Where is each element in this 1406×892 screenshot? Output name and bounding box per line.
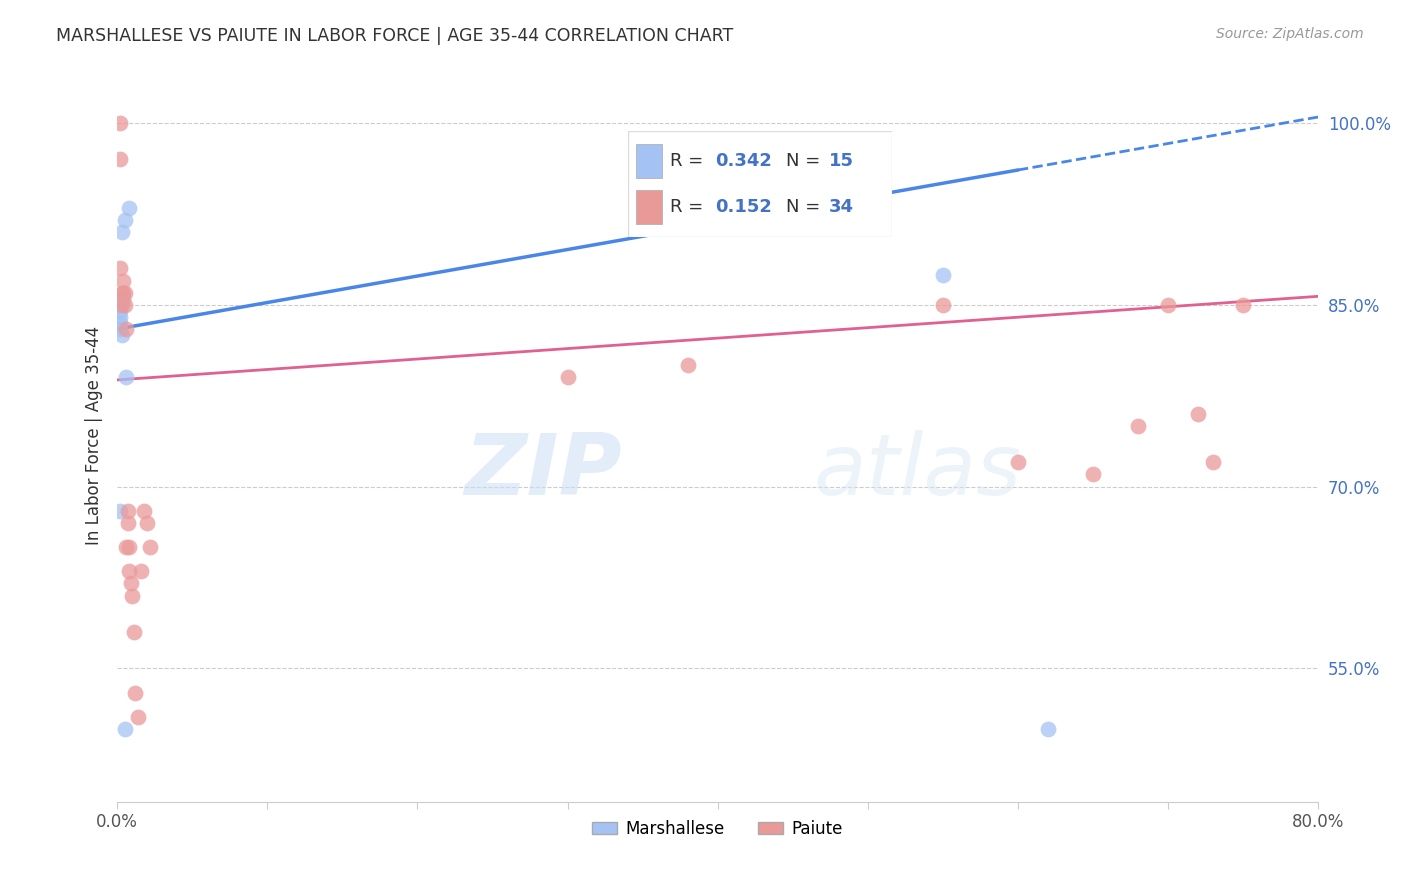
Point: [112, 285, 135, 300]
Point: [111, 285, 134, 300]
Text: MARSHALLESE VS PAIUTE IN LABOR FORCE | AGE 35-44 CORRELATION CHART: MARSHALLESE VS PAIUTE IN LABOR FORCE | A…: [56, 27, 734, 45]
Point: [557, 370, 579, 384]
Point: [108, 298, 131, 312]
Point: [932, 298, 955, 312]
Point: [108, 310, 131, 324]
Point: [108, 504, 131, 518]
Point: [1232, 298, 1254, 312]
Point: [120, 576, 142, 591]
Point: [118, 565, 141, 579]
Point: [117, 516, 139, 530]
Point: [136, 516, 159, 530]
Point: [108, 316, 131, 330]
Point: [124, 685, 146, 699]
Point: [122, 624, 145, 639]
Point: [108, 116, 131, 130]
Point: [134, 504, 156, 518]
Point: [139, 540, 162, 554]
Point: [114, 285, 136, 300]
Point: [1126, 419, 1149, 434]
Point: [108, 303, 131, 318]
Point: [121, 589, 143, 603]
Point: [108, 153, 131, 167]
Text: Source: ZipAtlas.com: Source: ZipAtlas.com: [1216, 27, 1364, 41]
Point: [127, 710, 149, 724]
Point: [112, 292, 135, 306]
Point: [1036, 722, 1059, 736]
Point: [1081, 467, 1104, 482]
Point: [676, 359, 699, 373]
Point: [118, 540, 141, 554]
Point: [1202, 455, 1225, 469]
Point: [111, 298, 134, 312]
Point: [108, 322, 131, 336]
Point: [111, 328, 134, 343]
Point: [114, 298, 136, 312]
Y-axis label: In Labor Force | Age 35-44: In Labor Force | Age 35-44: [86, 326, 103, 545]
Point: [129, 565, 152, 579]
Point: [114, 213, 136, 227]
Point: [115, 322, 138, 336]
Point: [114, 722, 136, 736]
Point: [117, 504, 139, 518]
Point: [112, 274, 135, 288]
Point: [1007, 455, 1029, 469]
Point: [108, 261, 131, 276]
Legend: Marshallese, Paiute: Marshallese, Paiute: [586, 814, 849, 845]
Text: atlas: atlas: [814, 430, 1022, 513]
Point: [1157, 298, 1180, 312]
Point: [1187, 407, 1209, 421]
Point: [118, 201, 141, 215]
Point: [115, 540, 138, 554]
Point: [932, 268, 955, 282]
Point: [115, 370, 138, 384]
Text: ZIP: ZIP: [464, 430, 621, 513]
Point: [111, 225, 134, 239]
